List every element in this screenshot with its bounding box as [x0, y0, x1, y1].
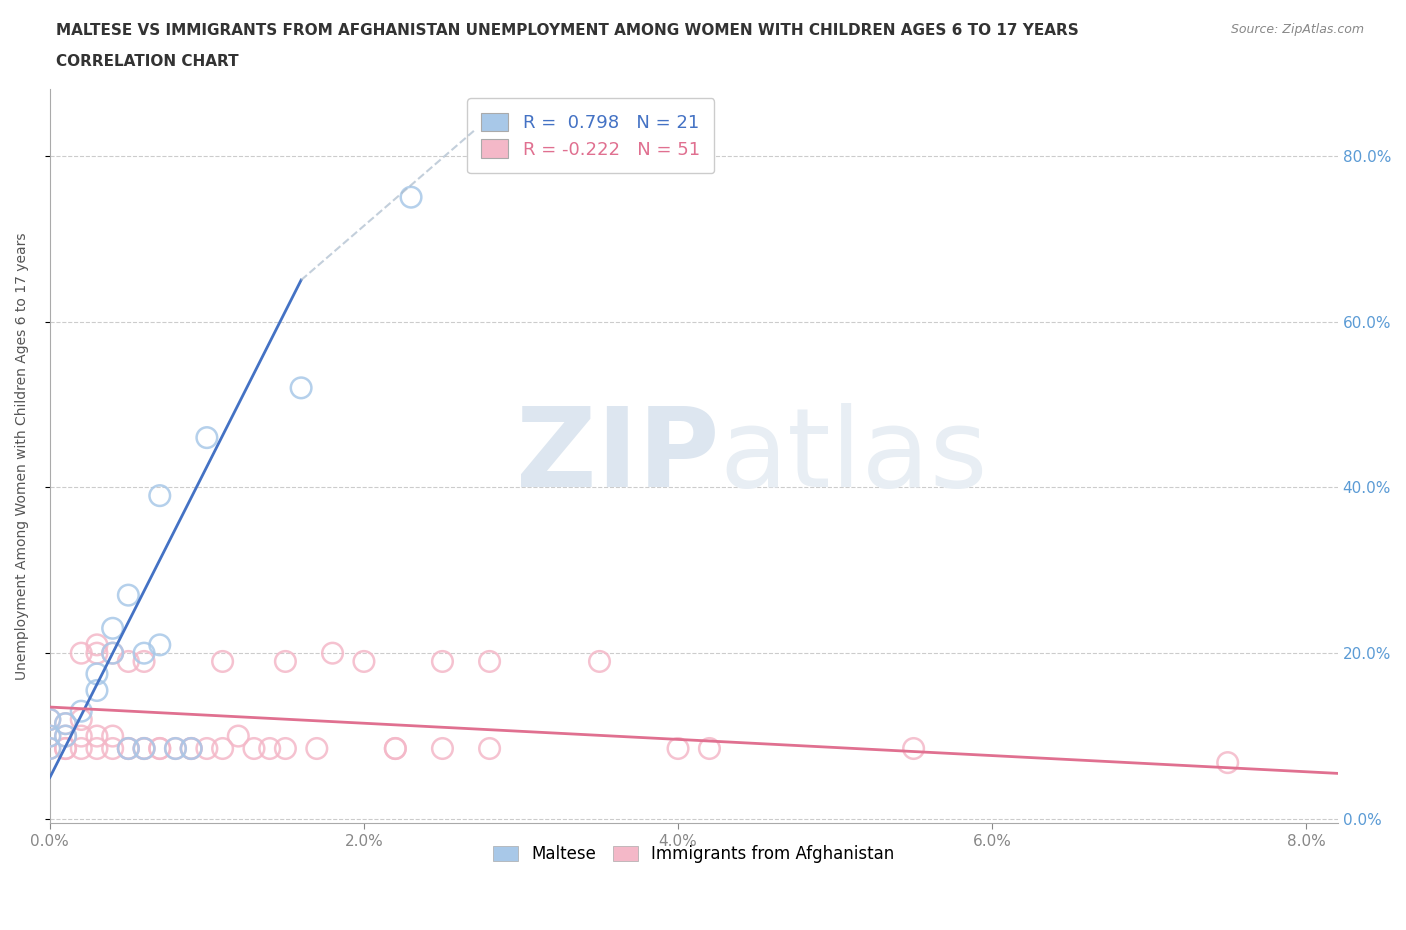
Point — [117, 588, 139, 603]
Point — [149, 488, 172, 503]
Point — [274, 654, 297, 669]
Point — [305, 741, 328, 756]
Point — [132, 741, 155, 756]
Point — [117, 654, 139, 669]
Point — [180, 741, 202, 756]
Point — [699, 741, 721, 756]
Legend: Maltese, Immigrants from Afghanistan: Maltese, Immigrants from Afghanistan — [486, 839, 901, 870]
Text: CORRELATION CHART: CORRELATION CHART — [56, 54, 239, 69]
Point — [290, 380, 312, 395]
Point — [432, 741, 454, 756]
Point — [384, 741, 406, 756]
Point — [38, 741, 60, 756]
Point — [243, 741, 266, 756]
Point — [86, 667, 108, 682]
Point — [903, 741, 925, 756]
Point — [101, 645, 124, 660]
Point — [70, 712, 93, 727]
Point — [70, 704, 93, 719]
Text: ZIP: ZIP — [516, 403, 720, 510]
Point — [259, 741, 281, 756]
Point — [38, 712, 60, 727]
Point — [478, 741, 501, 756]
Point — [666, 741, 689, 756]
Point — [101, 741, 124, 756]
Point — [195, 431, 218, 445]
Point — [322, 645, 344, 660]
Point — [70, 728, 93, 743]
Point — [478, 654, 501, 669]
Point — [1216, 755, 1239, 770]
Point — [38, 712, 60, 727]
Point — [195, 741, 218, 756]
Point — [149, 741, 172, 756]
Point — [588, 654, 610, 669]
Point — [180, 741, 202, 756]
Point — [38, 741, 60, 756]
Point — [101, 621, 124, 636]
Point — [132, 741, 155, 756]
Point — [180, 741, 202, 756]
Point — [149, 741, 172, 756]
Point — [86, 741, 108, 756]
Text: atlas: atlas — [720, 403, 988, 510]
Text: MALTESE VS IMMIGRANTS FROM AFGHANISTAN UNEMPLOYMENT AMONG WOMEN WITH CHILDREN AG: MALTESE VS IMMIGRANTS FROM AFGHANISTAN U… — [56, 23, 1078, 38]
Point — [38, 728, 60, 743]
Point — [55, 741, 77, 756]
Point — [132, 741, 155, 756]
Point — [132, 654, 155, 669]
Point — [399, 190, 422, 205]
Point — [55, 716, 77, 731]
Point — [55, 728, 77, 743]
Point — [86, 645, 108, 660]
Point — [165, 741, 187, 756]
Point — [117, 741, 139, 756]
Point — [132, 645, 155, 660]
Point — [101, 728, 124, 743]
Point — [226, 728, 249, 743]
Point — [165, 741, 187, 756]
Point — [70, 645, 93, 660]
Point — [117, 741, 139, 756]
Point — [432, 654, 454, 669]
Point — [55, 741, 77, 756]
Point — [274, 741, 297, 756]
Point — [55, 728, 77, 743]
Point — [38, 728, 60, 743]
Point — [86, 728, 108, 743]
Point — [211, 654, 233, 669]
Text: Source: ZipAtlas.com: Source: ZipAtlas.com — [1230, 23, 1364, 36]
Point — [86, 637, 108, 652]
Y-axis label: Unemployment Among Women with Children Ages 6 to 17 years: Unemployment Among Women with Children A… — [15, 232, 30, 680]
Point — [55, 716, 77, 731]
Point — [70, 741, 93, 756]
Point — [384, 741, 406, 756]
Point — [117, 741, 139, 756]
Point — [149, 637, 172, 652]
Point — [86, 683, 108, 698]
Point — [353, 654, 375, 669]
Point — [211, 741, 233, 756]
Point — [101, 645, 124, 660]
